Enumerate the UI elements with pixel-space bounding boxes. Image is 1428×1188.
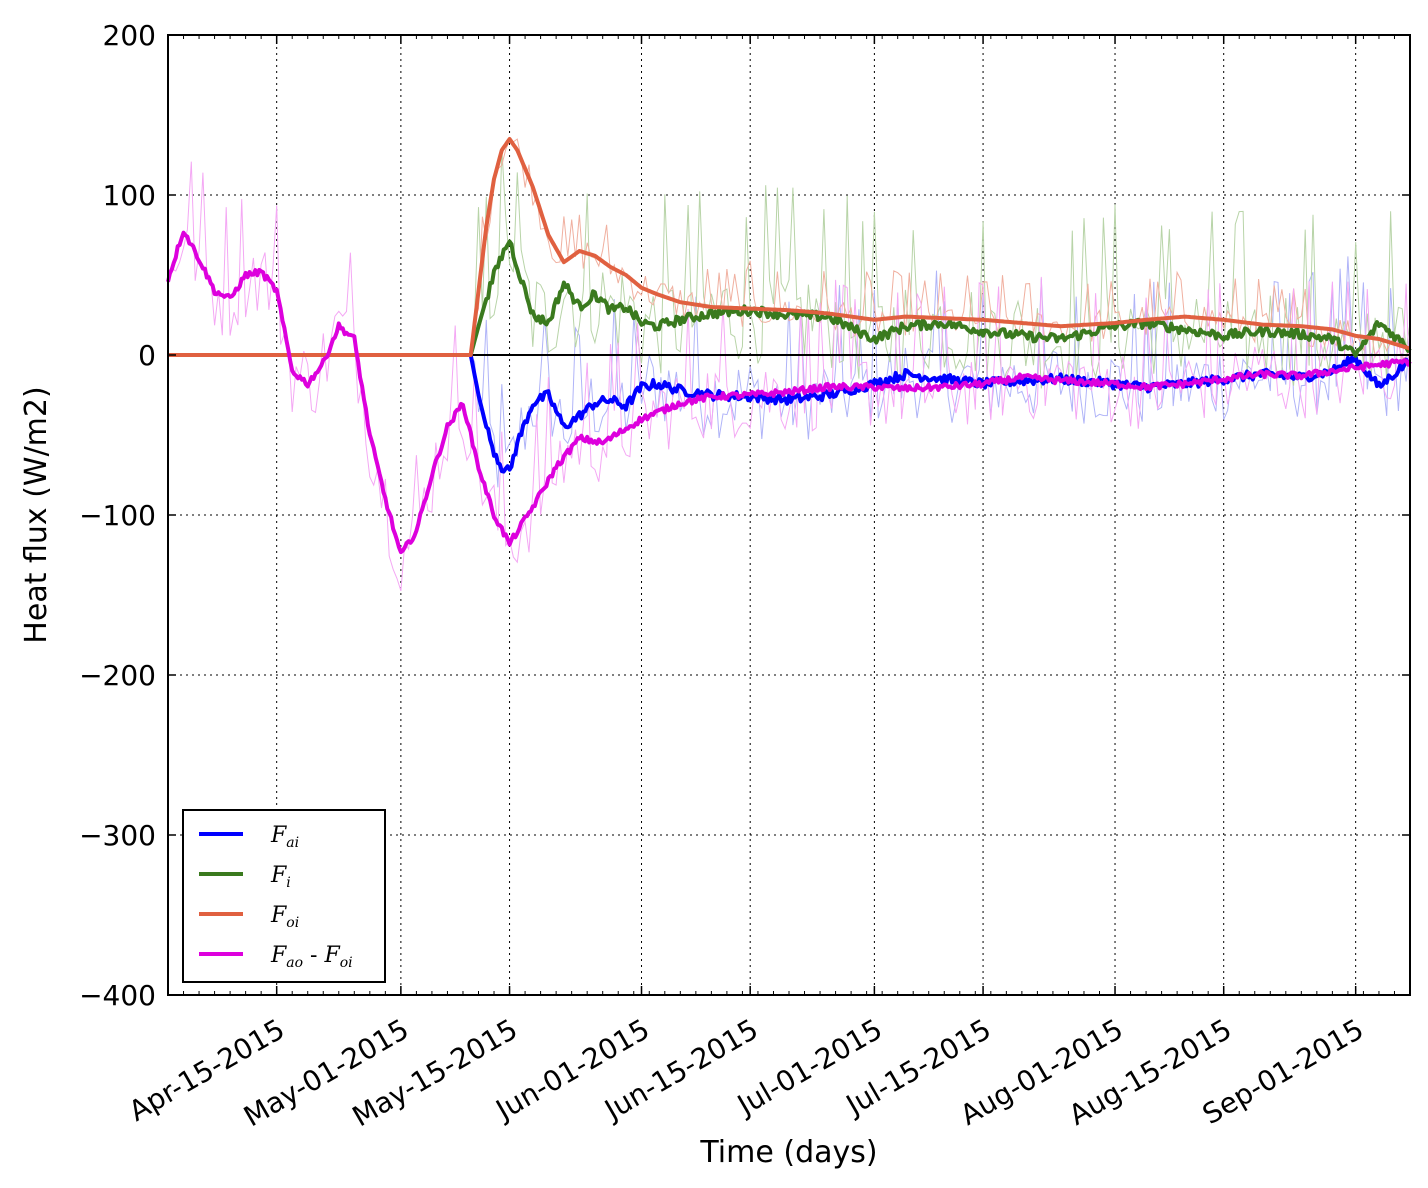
raw-data-traces (167, 138, 1411, 592)
y-tick-label: −300 (79, 819, 156, 852)
legend-label: Fai (270, 823, 299, 851)
series-line-3 (166, 230, 1412, 555)
y-tick-label: −400 (79, 979, 156, 1012)
y-tick-label: −100 (79, 499, 156, 532)
y-tick-label: 100 (103, 179, 156, 212)
legend-label: Foi (270, 903, 299, 931)
y-axis-ticks: 200 100 0 −100 −200 −300 −400 (79, 19, 1410, 1012)
legend-label: Fao - Foi (270, 943, 353, 971)
raw-trace-0 (455, 256, 1411, 488)
x-axis-label: Time (days) (699, 1135, 877, 1170)
y-tick-label: 0 (138, 339, 156, 372)
series-lines (166, 137, 1412, 555)
y-tick-label: −200 (79, 659, 156, 692)
legend: Fai Fi Foi Fao - Foi (182, 809, 386, 983)
y-tick-label: 200 (103, 19, 156, 52)
series-line-2 (167, 137, 1411, 357)
raw-trace-3 (167, 161, 1411, 592)
legend-label: Fi (270, 863, 291, 891)
y-axis-label: Heat flux (W/m2) (19, 386, 54, 643)
grid-lines (168, 35, 1410, 995)
